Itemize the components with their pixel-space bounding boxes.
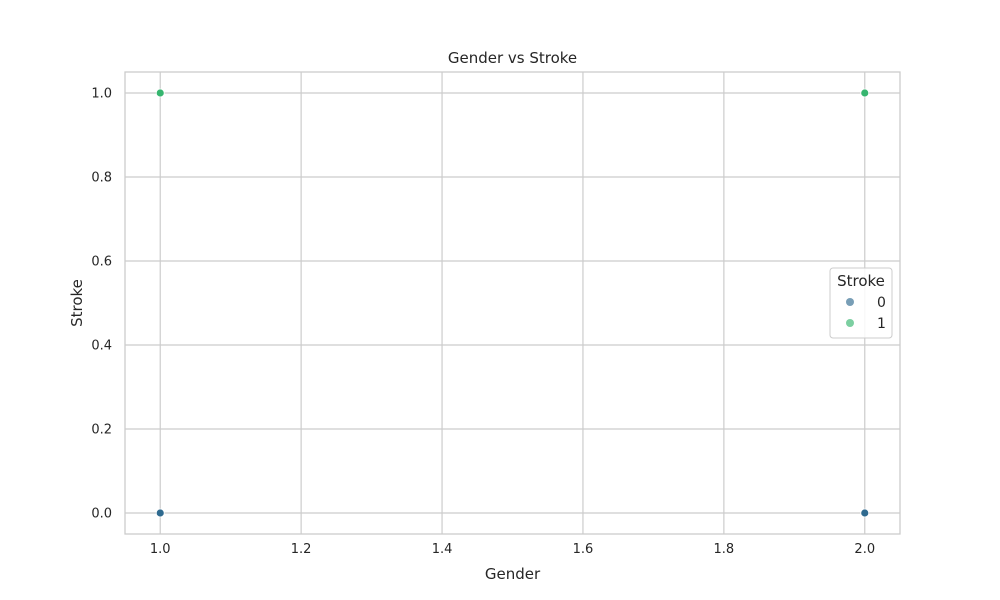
legend-marker-0 (846, 298, 854, 306)
y-tick-label: 0.2 (91, 423, 112, 438)
x-axis-label: Gender (485, 565, 541, 583)
x-tick-label: 1.0 (150, 542, 171, 557)
plot-area-frame (124, 71, 901, 535)
legend-box (829, 267, 893, 339)
y-tick-label: 0.8 (91, 171, 112, 186)
legend-label-0: 0 (877, 295, 886, 311)
ticks-layer: 1.0 1.2 1.4 1.6 1.8 2.0 0.0 0.2 0.4 0.6 0.8 1.0 (91, 87, 875, 558)
y-tick-label: 0.6 (91, 255, 112, 270)
x-tick-label: 1.6 (573, 542, 594, 557)
legend: Stroke 01 (829, 267, 893, 339)
y-tick-label: 1.0 (91, 87, 112, 102)
y-tick-label: 0.0 (91, 507, 112, 522)
chart-title: Gender vs Stroke (448, 49, 577, 67)
legend-entries: 01 (846, 295, 886, 332)
y-axis-label: Stroke (68, 279, 86, 327)
y-tick-label: 0.4 (91, 339, 112, 354)
data-point-stroke-0 (860, 508, 870, 518)
legend-title: Stroke (837, 272, 885, 290)
data-point-stroke-1 (860, 88, 870, 98)
points-layer (155, 88, 870, 518)
legend-marker-1 (846, 319, 854, 327)
x-tick-label: 1.8 (714, 542, 735, 557)
data-point-stroke-0 (155, 508, 165, 518)
legend-label-1: 1 (877, 316, 886, 332)
x-tick-label: 1.2 (291, 542, 312, 557)
data-point-stroke-1 (155, 88, 165, 98)
x-tick-label: 2.0 (854, 542, 875, 557)
x-tick-label: 1.4 (432, 542, 453, 557)
grid-layer (125, 72, 900, 534)
